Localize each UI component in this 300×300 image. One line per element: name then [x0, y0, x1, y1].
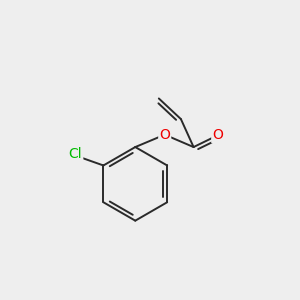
Text: O: O [159, 128, 170, 142]
Text: O: O [212, 128, 223, 142]
Text: Cl: Cl [69, 147, 82, 161]
